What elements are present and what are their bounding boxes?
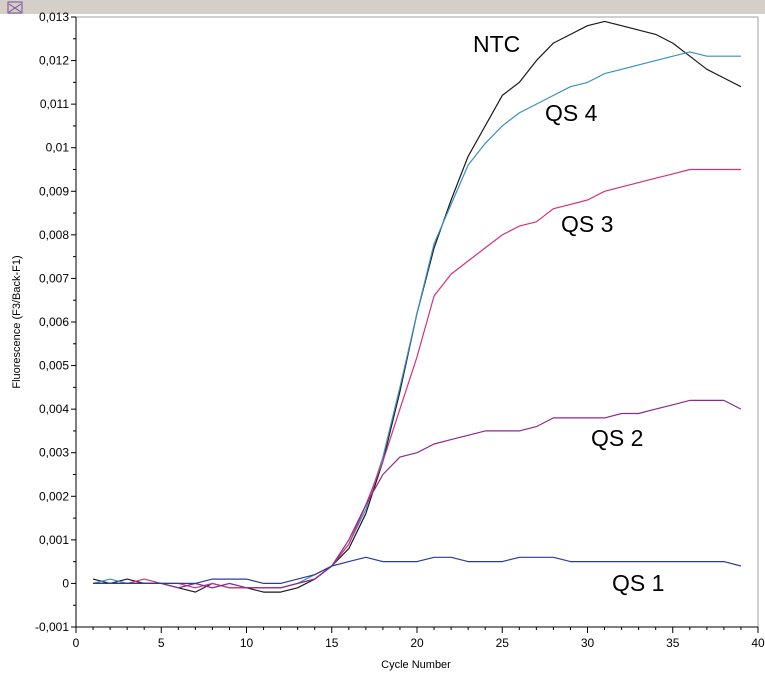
y-tick-label: 0,001 (39, 533, 69, 547)
x-tick-label: 30 (581, 636, 595, 650)
axes: -0,001 0 0,001 0,002 0,003 0,004 0,005 0,006 0,0… (35, 10, 765, 650)
series-label-qs1: QS 1 (612, 570, 664, 596)
y-tick-label: 0,006 (39, 315, 69, 329)
y-tick-label: 0,011 (40, 97, 69, 111)
series-line-qs1 (93, 556, 742, 585)
chart-menu-icon[interactable] (7, 1, 23, 14)
x-tick-label: 10 (240, 636, 254, 650)
series-line-qs3 (93, 168, 741, 589)
y-tick-label: 0,01 (46, 141, 70, 155)
y-tick-label: 0,004 (39, 402, 69, 416)
y-tick-label: 0,007 (39, 271, 69, 285)
series-label-qs4: QS 4 (545, 100, 598, 126)
chart-menu-icon-glyph (8, 3, 22, 13)
y-tick-label: 0,013 (39, 10, 69, 24)
x-tick-label: 35 (666, 636, 680, 650)
series-label-qs3: QS 3 (561, 211, 613, 237)
y-tick-label: -0,001 (35, 620, 69, 634)
series-group (92, 20, 742, 593)
x-tick-label: 15 (325, 636, 339, 650)
x-axis-title: Cycle Number (381, 659, 451, 671)
x-tick-label: 25 (496, 636, 510, 650)
x-tick-label: 0 (73, 636, 80, 650)
y-tick-label: 0 (62, 576, 69, 590)
y-axis-title: Fluorescence (F3/Back-F1) (11, 255, 23, 388)
series-line-qs2 (93, 399, 742, 589)
y-tick-label: 0,003 (39, 446, 69, 460)
series-label-qs2: QS 2 (591, 425, 643, 451)
x-tick-label: 40 (751, 636, 765, 650)
y-tick-label: 0,008 (39, 228, 69, 242)
window-top-strip (0, 0, 765, 14)
series-label-ntc: NTC (473, 31, 520, 57)
x-tick-label: 20 (410, 636, 424, 650)
y-tick-label: 0,009 (39, 184, 69, 198)
y-tick-label: 0,002 (39, 489, 69, 503)
x-tick-label: 5 (158, 636, 165, 650)
y-tick-label: 0,012 (39, 54, 69, 68)
y-tick-label: 0,005 (39, 359, 69, 373)
plot-area (75, 16, 759, 628)
